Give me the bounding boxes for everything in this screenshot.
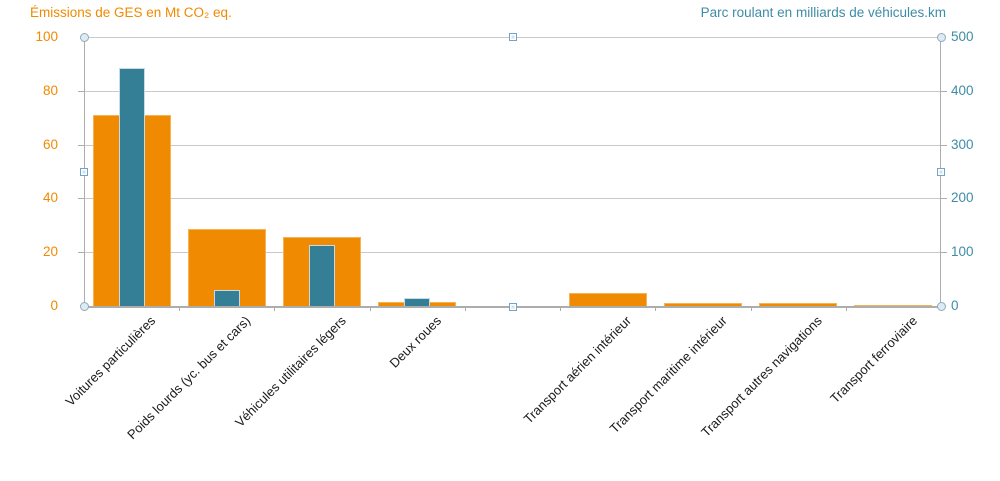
bar-parc-1[interactable] — [118, 68, 145, 306]
category-boundary-tick — [464, 307, 466, 311]
right-axis-tick-label: 200 — [951, 190, 974, 206]
handle-bottom-right[interactable] — [936, 302, 946, 311]
bar-emissions-8[interactable] — [759, 303, 838, 306]
category-boundary-tick — [845, 307, 847, 311]
right-axis-tick — [941, 252, 947, 254]
bar-emissions-6[interactable] — [568, 292, 647, 306]
category-label-9: Transport ferroviaire — [826, 313, 920, 407]
left-axis-tick — [78, 198, 84, 200]
category-label-3: Véhicules utilitaires légers — [231, 313, 349, 430]
gridline-80 — [84, 90, 941, 92]
bar-parc-2[interactable] — [213, 289, 240, 306]
left-axis-tick — [78, 90, 84, 92]
bar-emissions-7[interactable] — [663, 302, 742, 306]
handle-top-middle[interactable] — [508, 33, 517, 41]
right-axis-tick-label: 100 — [951, 244, 974, 260]
right-axis-tick — [941, 198, 947, 200]
left-axis-tick-label: 20 — [42, 244, 58, 260]
left-axis-title: Émissions de GES en Mt CO₂ eq. — [30, 5, 232, 20]
gridline-20 — [84, 252, 941, 254]
category-boundary-tick — [655, 307, 657, 311]
category-boundary-tick — [369, 307, 371, 311]
handle-left-middle[interactable] — [80, 167, 88, 176]
plot-area — [78, 37, 947, 311]
right-axis-tick-label: 400 — [951, 82, 974, 98]
category-boundary-tick — [274, 307, 276, 311]
right-axis-tick-label: 500 — [951, 29, 974, 44]
category-label-1: Voitures particulières — [62, 313, 159, 409]
right-axis-title: Parc roulant en milliards de véhicules.k… — [700, 5, 946, 20]
left-axis-tick-label: 0 — [50, 298, 58, 313]
right-axis-tick-label: 300 — [951, 136, 974, 152]
category-boundary-tick — [750, 307, 752, 311]
gridline-60 — [84, 144, 941, 146]
right-axis-tick — [941, 144, 947, 146]
left-axis-tick-label: 80 — [42, 82, 58, 98]
handle-bottom-left[interactable] — [79, 302, 89, 311]
handle-bottom-middle[interactable] — [508, 302, 517, 311]
bar-emissions-9[interactable] — [854, 304, 933, 306]
handle-top-right[interactable] — [936, 32, 946, 42]
handle-right-middle[interactable] — [937, 167, 945, 176]
left-axis-tick-label: 40 — [42, 190, 58, 206]
right-axis-tick-label: 0 — [951, 298, 959, 313]
left-axis-tick — [78, 252, 84, 254]
left-axis-tick-label: 60 — [42, 136, 58, 152]
category-boundary-tick — [179, 307, 181, 311]
left-axis-tick — [78, 144, 84, 146]
handle-top-left[interactable] — [79, 32, 89, 42]
left-axis-tick-label: 100 — [35, 29, 58, 44]
gridline-40 — [84, 198, 941, 200]
right-axis-tick — [941, 90, 947, 92]
category-label-4: Deux roues — [386, 313, 444, 371]
category-label-6: Transport aérien intérieur — [520, 313, 635, 427]
bar-parc-3[interactable] — [309, 245, 336, 306]
bar-parc-4[interactable] — [404, 297, 431, 306]
category-boundary-tick — [560, 307, 562, 311]
